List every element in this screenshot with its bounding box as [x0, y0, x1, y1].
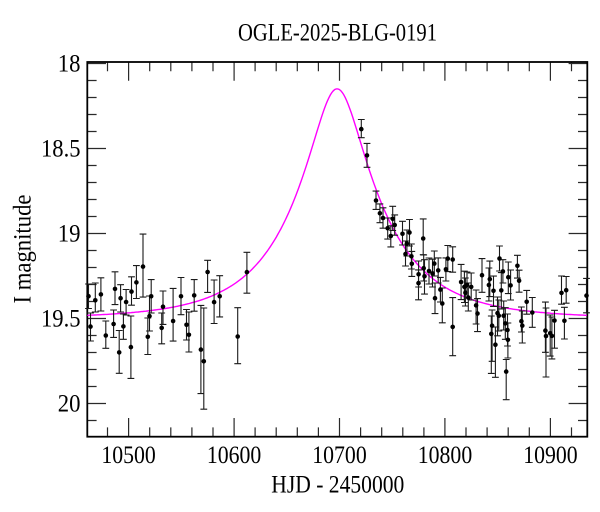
svg-text:10700: 10700 — [312, 442, 366, 469]
svg-text:HJD - 2450000: HJD - 2450000 — [271, 472, 404, 499]
svg-text:18.5: 18.5 — [41, 135, 81, 162]
svg-text:10500: 10500 — [101, 442, 155, 469]
svg-text:18: 18 — [58, 50, 81, 77]
svg-text:OGLE-2025-BLG-0191: OGLE-2025-BLG-0191 — [238, 20, 437, 47]
svg-text:10800: 10800 — [418, 442, 472, 469]
svg-text:10600: 10600 — [207, 442, 261, 469]
svg-text:I magnitude: I magnitude — [10, 195, 37, 304]
svg-text:19: 19 — [58, 220, 81, 247]
svg-text:19.5: 19.5 — [41, 305, 81, 332]
svg-text:20: 20 — [58, 390, 81, 417]
svg-text:10900: 10900 — [523, 442, 577, 469]
